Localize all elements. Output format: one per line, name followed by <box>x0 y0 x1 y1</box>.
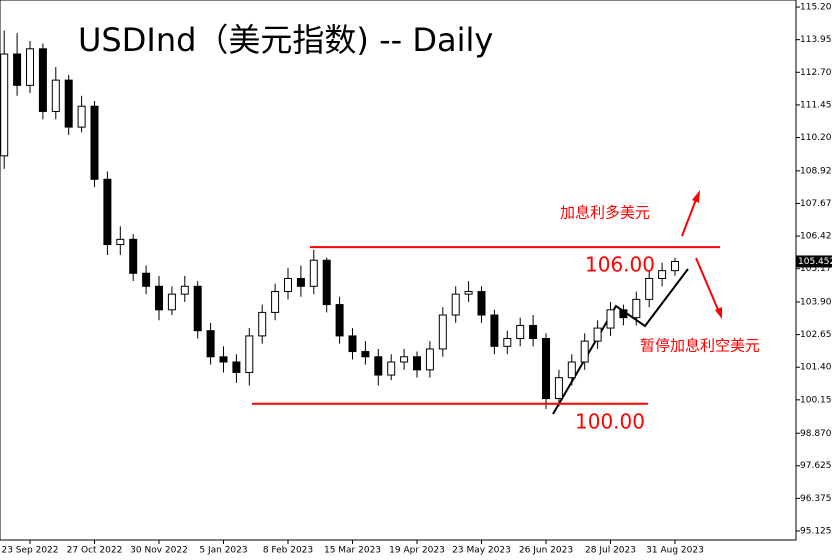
candle-body <box>116 238 125 246</box>
candle-body <box>490 314 499 347</box>
candle-body <box>400 356 409 363</box>
candle-body <box>438 314 447 350</box>
candle-body <box>632 298 641 319</box>
x-tick-label: 15 Mar 2023 <box>324 546 381 556</box>
candle-body <box>387 361 396 376</box>
candle-body <box>296 277 305 287</box>
last-price-label: 105.452 <box>798 257 832 267</box>
candle-body <box>206 330 215 358</box>
y-tick-label: 111.450 <box>800 100 832 110</box>
y-tick-label: 101.400 <box>800 363 832 373</box>
candle-body <box>671 261 679 272</box>
level-label: 100.00 <box>575 410 645 434</box>
candle-body <box>90 105 99 180</box>
last-price-box <box>796 255 832 268</box>
candle-body <box>103 178 112 246</box>
candle-body <box>567 361 576 379</box>
candle-body <box>167 293 176 311</box>
candle-body <box>51 79 60 112</box>
candle-body <box>284 277 292 293</box>
x-tick-label: 23 May 2023 <box>452 546 511 556</box>
candle-body <box>477 291 486 316</box>
chart-title: USDInd（美元指数) -- Daily <box>78 21 493 59</box>
y-tick-label: 107.675 <box>800 199 832 209</box>
x-tick-label: 23 Sep 2022 <box>1 546 58 556</box>
candle-body <box>77 105 86 128</box>
annotation: 加息利多美元 <box>560 204 650 222</box>
x-tick-label: 19 Apr 2023 <box>389 546 445 556</box>
candle-body <box>451 293 460 316</box>
candle-body <box>529 324 538 340</box>
candle-body <box>554 377 563 400</box>
candle-body <box>425 348 434 371</box>
candle-body <box>542 338 550 400</box>
candle-body <box>129 238 138 274</box>
candle-body <box>64 79 73 128</box>
candle-body <box>155 285 163 311</box>
arrow-up <box>681 196 698 237</box>
y-tick-label: 100.150 <box>800 395 832 405</box>
candle-body <box>232 361 241 373</box>
x-tick-label: 31 Aug 2023 <box>646 546 704 556</box>
candle-body <box>193 285 202 332</box>
x-tick-label: 30 Nov 2022 <box>130 546 188 556</box>
candle-body <box>13 53 22 86</box>
y-tick-label: 98.870 <box>800 429 832 439</box>
candle-body <box>219 356 228 363</box>
candle-body <box>38 48 47 112</box>
y-tick-label: 102.650 <box>800 330 832 340</box>
candle-body <box>180 285 189 295</box>
candle-body <box>593 327 602 342</box>
candle-body <box>258 311 267 337</box>
arrow-down <box>695 257 720 313</box>
candle-body <box>0 53 9 157</box>
y-tick-label: 103.900 <box>800 297 832 307</box>
y-tick-label: 112.700 <box>800 68 832 78</box>
y-tick-label: 96.375 <box>800 494 832 504</box>
candle-body <box>658 270 667 279</box>
annotation: 暂停加息利空美元 <box>640 337 760 355</box>
candle-body <box>619 309 628 319</box>
candle-body <box>309 259 318 287</box>
candle-body <box>335 304 344 337</box>
x-tick-label: 8 Feb 2023 <box>263 546 313 556</box>
arrowhead <box>692 190 700 203</box>
y-tick-label: 110.200 <box>800 133 832 143</box>
x-tick-label: 5 Jan 2023 <box>199 546 247 556</box>
candle-body <box>245 335 254 373</box>
candle-body <box>464 291 473 295</box>
y-tick-label: 115.200 <box>800 3 832 13</box>
x-tick-label: 26 Jun 2023 <box>519 546 573 556</box>
y-tick-label: 97.625 <box>800 461 832 471</box>
candle-body <box>348 335 357 353</box>
candle-body <box>142 272 151 287</box>
y-tick-label: 113.950 <box>800 35 832 45</box>
candle-body <box>26 48 34 86</box>
candle-body <box>322 259 331 306</box>
arrowhead <box>715 307 722 319</box>
y-tick-label: 106.425 <box>800 232 832 242</box>
candle-body <box>374 356 383 376</box>
candle-body <box>645 277 654 300</box>
y-tick-label: 95.125 <box>800 526 832 536</box>
candle-body <box>516 324 525 340</box>
y-tick-label: 108.925 <box>800 166 832 176</box>
candle-body <box>606 309 615 329</box>
x-tick-label: 27 Oct 2022 <box>67 546 123 556</box>
x-tick-label: 28 Jul 2023 <box>585 546 636 556</box>
candle-body <box>580 340 589 363</box>
candle-body <box>503 338 512 347</box>
y-tick-label: 105.175 <box>800 264 832 274</box>
level-label: 106.00 <box>585 253 655 277</box>
candle-body <box>271 291 280 313</box>
candle-body <box>361 351 370 358</box>
candle-body <box>413 356 421 371</box>
